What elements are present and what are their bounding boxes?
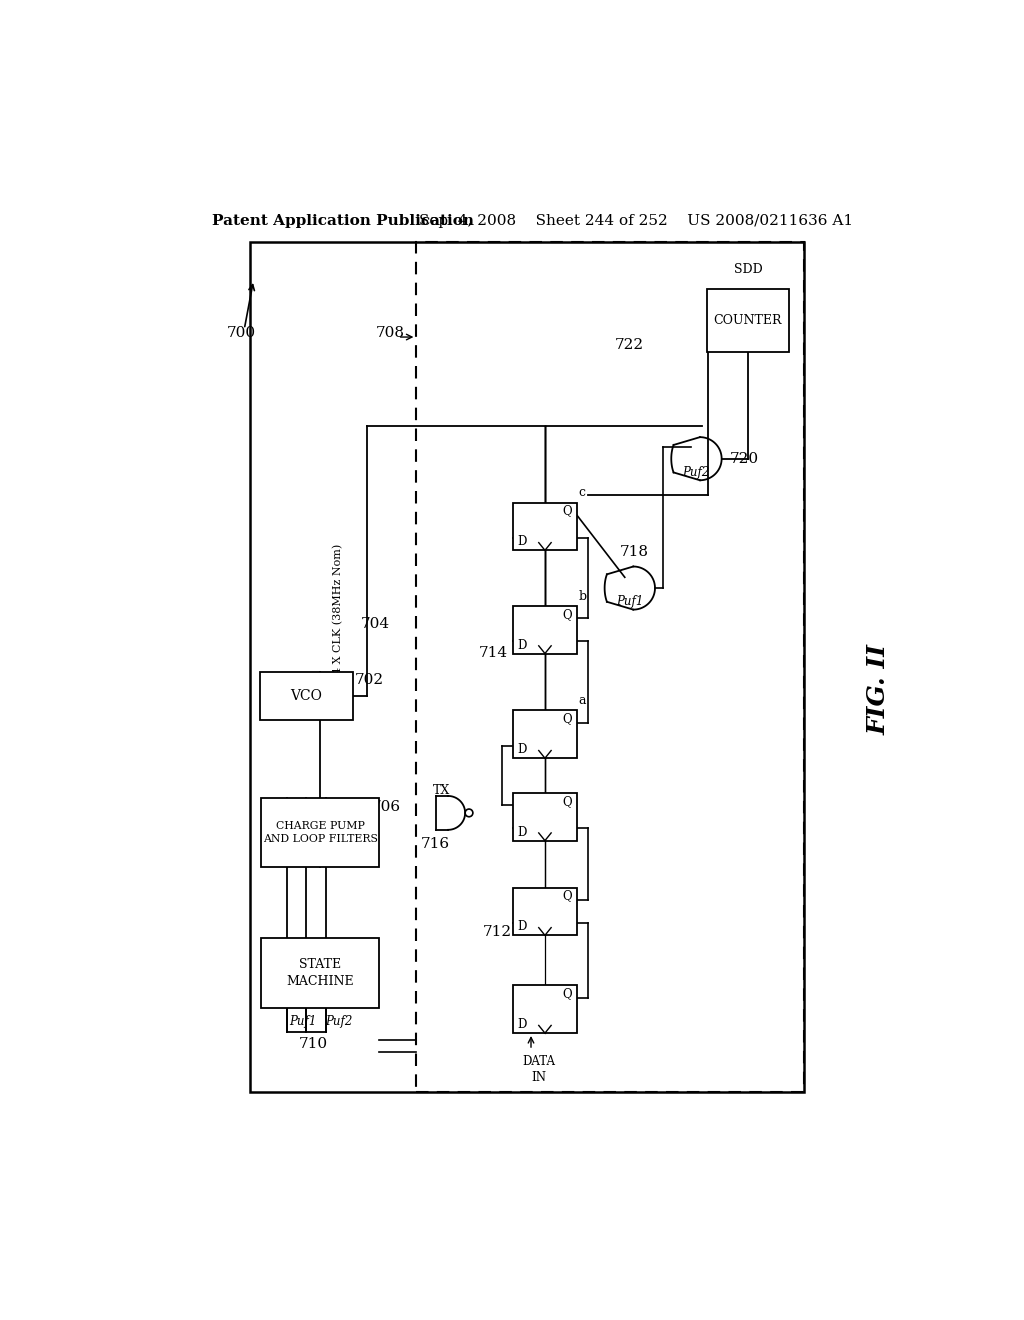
Text: b: b bbox=[579, 590, 587, 603]
Bar bbox=[513, 887, 577, 936]
Text: 716: 716 bbox=[421, 837, 451, 850]
Text: 722: 722 bbox=[614, 338, 644, 352]
Text: a: a bbox=[579, 694, 586, 708]
Text: Q: Q bbox=[562, 795, 572, 808]
Bar bbox=[513, 985, 577, 1034]
Text: 718: 718 bbox=[620, 545, 648, 558]
Text: 710: 710 bbox=[299, 1036, 328, 1051]
Bar bbox=[513, 710, 577, 758]
Text: 720: 720 bbox=[729, 451, 759, 466]
Text: D: D bbox=[518, 1018, 527, 1031]
Bar bbox=[513, 606, 577, 653]
Bar bbox=[260, 672, 352, 719]
Text: D: D bbox=[518, 825, 527, 838]
Text: Sep. 4, 2008    Sheet 244 of 252    US 2008/0211636 A1: Sep. 4, 2008 Sheet 244 of 252 US 2008/02… bbox=[419, 214, 853, 228]
Text: Q: Q bbox=[562, 504, 572, 517]
Text: 704: 704 bbox=[360, 618, 389, 631]
Text: VCO: VCO bbox=[291, 689, 323, 702]
Text: D: D bbox=[518, 639, 527, 652]
Text: FIG. II: FIG. II bbox=[866, 644, 890, 735]
Text: Puf1: Puf1 bbox=[615, 595, 643, 609]
Text: Puf2: Puf2 bbox=[326, 1015, 353, 1028]
Text: D: D bbox=[518, 920, 527, 933]
Text: D: D bbox=[518, 536, 527, 548]
Text: Puf1: Puf1 bbox=[289, 1015, 316, 1028]
Bar bbox=[261, 797, 379, 867]
Bar bbox=[417, 242, 804, 1092]
Text: Q: Q bbox=[562, 987, 572, 1001]
Text: c: c bbox=[579, 487, 586, 499]
Text: DATA
IN: DATA IN bbox=[522, 1055, 555, 1084]
Text: Q: Q bbox=[562, 713, 572, 726]
Text: COUNTER: COUNTER bbox=[714, 314, 782, 326]
Bar bbox=[708, 289, 788, 351]
Text: Q: Q bbox=[562, 607, 572, 620]
Text: Puf2: Puf2 bbox=[682, 466, 710, 479]
Text: 700: 700 bbox=[227, 326, 256, 341]
Text: Q: Q bbox=[562, 890, 572, 903]
Text: 706: 706 bbox=[372, 800, 401, 814]
Text: 708: 708 bbox=[376, 326, 406, 341]
Text: 712: 712 bbox=[483, 925, 512, 939]
Text: 714: 714 bbox=[478, 647, 508, 660]
Text: D: D bbox=[518, 743, 527, 756]
Text: 702: 702 bbox=[354, 673, 383, 686]
Bar bbox=[261, 939, 379, 1007]
Text: STATE
MACHINE: STATE MACHINE bbox=[287, 958, 354, 989]
Text: Patent Application Publication: Patent Application Publication bbox=[212, 214, 474, 228]
Bar bbox=[513, 503, 577, 550]
Text: 4 X CLK (38MHz Nom): 4 X CLK (38MHz Nom) bbox=[334, 544, 344, 675]
Text: SDD: SDD bbox=[733, 263, 763, 276]
Bar bbox=[513, 793, 577, 841]
Text: CHARGE PUMP
AND LOOP FILTERS: CHARGE PUMP AND LOOP FILTERS bbox=[263, 821, 378, 843]
Text: TX: TX bbox=[432, 784, 450, 797]
Bar bbox=[251, 242, 804, 1092]
